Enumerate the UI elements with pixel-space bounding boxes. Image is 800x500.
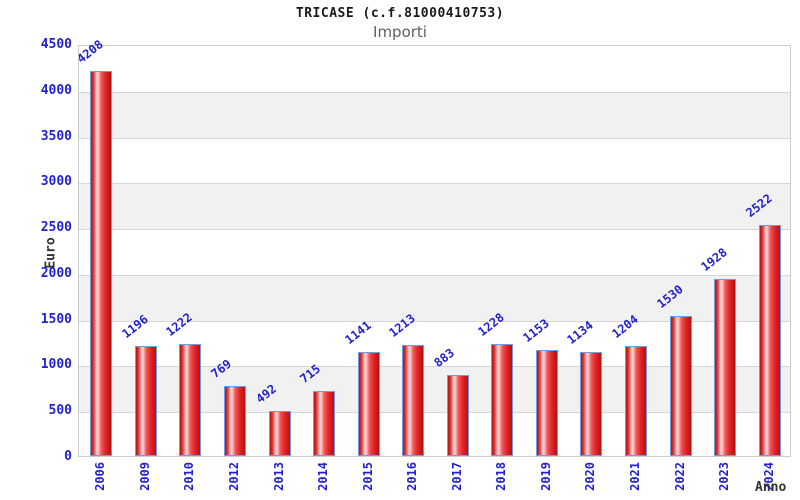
x-tick-slot: 2013 — [256, 462, 301, 500]
bar-2023 — [714, 279, 736, 456]
bar-2009 — [135, 346, 157, 456]
plot-band-white — [79, 46, 790, 92]
y-tick-label: 4500 — [40, 37, 72, 52]
x-tick-label: 2021 — [628, 462, 643, 491]
y-tick-label: 1500 — [40, 312, 72, 327]
bar-2017 — [447, 375, 469, 456]
y-tick-label: 2000 — [40, 266, 72, 281]
y-axis-label: Euro — [43, 237, 59, 269]
plot-band-white — [79, 229, 790, 275]
bar-2016 — [402, 345, 424, 456]
x-tick-slot: 2016 — [390, 462, 435, 500]
x-tick-slot: 2006 — [78, 462, 123, 500]
x-tick-label: 2017 — [449, 462, 464, 491]
x-tick-label: 2023 — [717, 462, 732, 491]
x-tick-label: 2009 — [137, 462, 152, 491]
x-tick-label: 2010 — [182, 462, 197, 491]
x-tick-label: 2014 — [316, 462, 331, 491]
plot-area — [78, 45, 791, 457]
x-tick-slot: 2022 — [657, 462, 702, 500]
x-tick-label: 2018 — [494, 462, 509, 491]
x-tick-label: 2019 — [538, 462, 553, 491]
x-tick-label: 2006 — [93, 462, 108, 491]
bar-2020 — [580, 352, 602, 456]
y-tick-label: 0 — [64, 449, 72, 464]
y-tick-label: 3000 — [40, 174, 72, 189]
plot-band-gray — [79, 275, 790, 321]
x-tick-slot: 2014 — [301, 462, 346, 500]
bar-2018 — [491, 344, 513, 456]
plot-band-white — [79, 412, 790, 458]
x-tick-slot: 2019 — [524, 462, 569, 500]
plot-band-gray — [79, 92, 790, 138]
bar-2010 — [179, 344, 201, 456]
chart-subtitle: Importi — [373, 23, 427, 41]
y-tick-label: 3500 — [40, 129, 72, 144]
bar-2022 — [670, 316, 692, 456]
bar-2019 — [536, 350, 558, 456]
y-tick-label: 1000 — [40, 357, 72, 372]
x-tick-slot: 2021 — [613, 462, 658, 500]
x-tick-label: 2015 — [360, 462, 375, 491]
bar-2014 — [313, 391, 335, 456]
x-tick-slot: 2023 — [702, 462, 747, 500]
x-tick-label: 2022 — [672, 462, 687, 491]
x-tick-slot: 2017 — [435, 462, 480, 500]
bar-2012 — [224, 386, 246, 456]
x-tick-label: 2020 — [583, 462, 598, 491]
y-tick-label: 2500 — [40, 220, 72, 235]
y-tick-label: 4000 — [40, 83, 72, 98]
x-tick-label: 2013 — [271, 462, 286, 491]
bar-2006 — [90, 71, 112, 456]
y-tick-label: 500 — [48, 403, 72, 418]
x-tick-slot: 2018 — [479, 462, 524, 500]
x-axis-ticks: 2006 2009 2010 2012 2013 2014 2015 2016 2017 2018… — [78, 462, 791, 500]
x-tick-label: 2016 — [405, 462, 420, 491]
x-tick-label: 2012 — [226, 462, 241, 491]
x-tick-slot: 2015 — [345, 462, 390, 500]
bar-2015 — [358, 352, 380, 456]
chart-title: TRICASE (c.f.81000410753) — [295, 6, 505, 21]
x-tick-slot: 2020 — [568, 462, 613, 500]
plot-band-gray — [79, 183, 790, 229]
x-tick-slot: 2009 — [123, 462, 168, 500]
plot-band-white — [79, 321, 790, 366]
plot-band-white — [79, 138, 790, 183]
bar-2013 — [269, 411, 291, 456]
x-tick-slot: 2010 — [167, 462, 212, 500]
bar-2021 — [625, 346, 647, 456]
bar-2024 — [759, 225, 781, 456]
x-tick-slot: 2012 — [212, 462, 257, 500]
x-axis-label: Anno — [755, 480, 787, 495]
